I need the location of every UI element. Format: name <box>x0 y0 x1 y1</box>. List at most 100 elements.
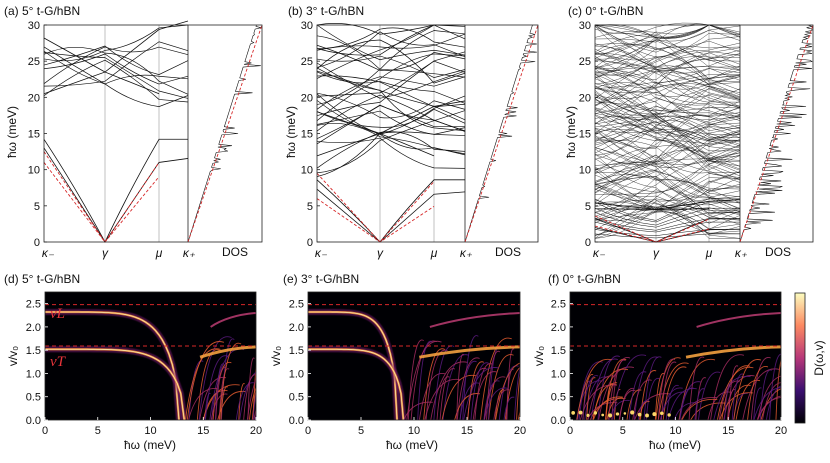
panel-c-band <box>594 43 741 50</box>
panel-c-band <box>594 176 741 214</box>
panel-d-arc <box>246 377 256 420</box>
panel-f-arc <box>710 354 745 420</box>
panel-f-arc <box>659 391 686 420</box>
panel-d-ytick: 2.5 <box>26 299 41 311</box>
panel-e-arc <box>423 348 446 420</box>
panel-b-band <box>316 55 466 78</box>
panel-c-low-band <box>594 233 740 239</box>
panel-d-arc <box>238 383 245 420</box>
panel-c-band <box>594 53 741 103</box>
panel-f-arc <box>608 357 631 420</box>
panel-b-band <box>316 30 466 70</box>
panel-b-bands <box>316 23 539 243</box>
panel-f-arc <box>606 397 624 420</box>
panel-d-xtick: 20 <box>250 425 262 437</box>
panel-c-band <box>594 211 741 229</box>
panel-b-ytick: 30 <box>301 20 313 32</box>
panel-c-band <box>594 44 741 98</box>
panel-c-band <box>594 105 741 147</box>
panel-c-ylabel: ħω (meV) <box>564 106 578 158</box>
panel-c-band <box>594 130 741 164</box>
panel-c-band <box>594 39 741 69</box>
panel-c-band <box>594 24 741 38</box>
panel-b-band <box>316 70 466 121</box>
panel-f-arc <box>719 392 754 420</box>
panel-c-band <box>594 40 741 99</box>
panel-d-ytick: 0.0 <box>26 415 41 427</box>
panel-c-klabel: γ <box>653 246 660 260</box>
panel-c-band <box>594 145 741 171</box>
panel-b-band-fourth <box>316 100 466 134</box>
panel-c-band <box>594 198 741 220</box>
panel-c-band <box>594 65 741 100</box>
panel-b-band <box>316 44 466 71</box>
panel-c-band <box>594 82 741 117</box>
panel-c-bands <box>594 22 814 243</box>
panel-f-title: (f) 0° t-G/hBN <box>548 272 621 286</box>
panel-f-arc <box>759 369 772 420</box>
panel-c-band <box>594 25 741 68</box>
panel-f-arc <box>731 373 744 420</box>
panel-a-dashed-L <box>43 151 160 243</box>
panel-c-band <box>594 55 741 85</box>
panel-c-band <box>594 33 741 70</box>
panel-b-band <box>316 33 466 51</box>
panel-b-frame <box>316 24 539 243</box>
panel-e-ytick: 2.5 <box>289 299 304 311</box>
panel-f-arc <box>747 365 769 420</box>
panel-c-band <box>594 78 741 94</box>
panel-c-band <box>594 83 741 98</box>
panel-f-velocity-heatmap: (f) 0° t-G/hBN 0 5 10 15 20 0.0 0.5 1.0 1.5 2.0 2.… <box>532 272 787 452</box>
panel-c-dos-label: DOS <box>765 245 791 259</box>
panel-f-hotspot <box>660 411 664 416</box>
panel-a-band <box>43 51 189 99</box>
panel-c-ytick: 25 <box>579 56 591 68</box>
panel-d-arc <box>243 374 256 420</box>
panel-e-ytick: 1.0 <box>289 368 304 380</box>
panel-b-kpath-labels: κ₋ γ μ κ₊ <box>315 246 473 260</box>
panel-c-band <box>594 108 741 144</box>
panel-f-hotspot <box>652 412 657 417</box>
panel-f-hotspot <box>637 412 642 417</box>
panel-a-band <box>43 41 189 87</box>
panel-c-low-band <box>594 221 740 233</box>
panel-e-xtick: 10 <box>408 425 420 437</box>
panel-c-band-structure: (c) 0° t-G/hBN ħω (meV) 0 5 10 15 20 25 30 κ₋ γ… <box>564 4 814 260</box>
panel-f-arc <box>592 368 629 420</box>
panel-e-T-core <box>308 348 404 420</box>
panel-b-band <box>316 92 466 119</box>
panel-e-ylabel: v/v₀ <box>269 346 283 366</box>
panel-f-arc <box>611 359 626 420</box>
panel-b-band <box>316 75 466 108</box>
panel-d-arc <box>235 382 255 420</box>
panel-c-band <box>594 115 741 156</box>
panel-f-T-plateau <box>685 345 781 359</box>
panel-c-band <box>594 88 741 147</box>
panel-c-band <box>594 42 741 76</box>
panel-f-arc <box>592 396 623 420</box>
panel-c-band <box>594 155 741 173</box>
panel-f-density <box>570 304 781 420</box>
panel-a-band <box>43 46 189 107</box>
panel-c-frame <box>594 24 814 243</box>
panel-e-xtick: 15 <box>461 425 473 437</box>
panel-f-arc <box>587 375 615 420</box>
panel-e-arc <box>459 360 477 420</box>
panel-c-band <box>594 52 741 109</box>
panel-e-xtick: 0 <box>305 425 311 437</box>
panel-f-ytick: 2.5 <box>551 299 566 311</box>
panel-d-arc <box>204 392 211 420</box>
panel-f-arc <box>638 401 650 420</box>
panel-f-arc <box>681 398 718 420</box>
panel-d-arc <box>204 355 229 420</box>
panel-e-xtick: 5 <box>358 425 364 437</box>
panel-c-band <box>594 53 741 73</box>
panel-e-arc <box>517 409 520 420</box>
panel-c-band <box>594 24 741 60</box>
panel-d-density <box>45 304 256 420</box>
panel-d-L-plateau <box>210 311 256 328</box>
panel-c-title: (c) 0° t-G/hBN <box>568 4 643 18</box>
panel-f-hotspot <box>608 413 613 418</box>
panel-f-arc <box>697 371 721 420</box>
